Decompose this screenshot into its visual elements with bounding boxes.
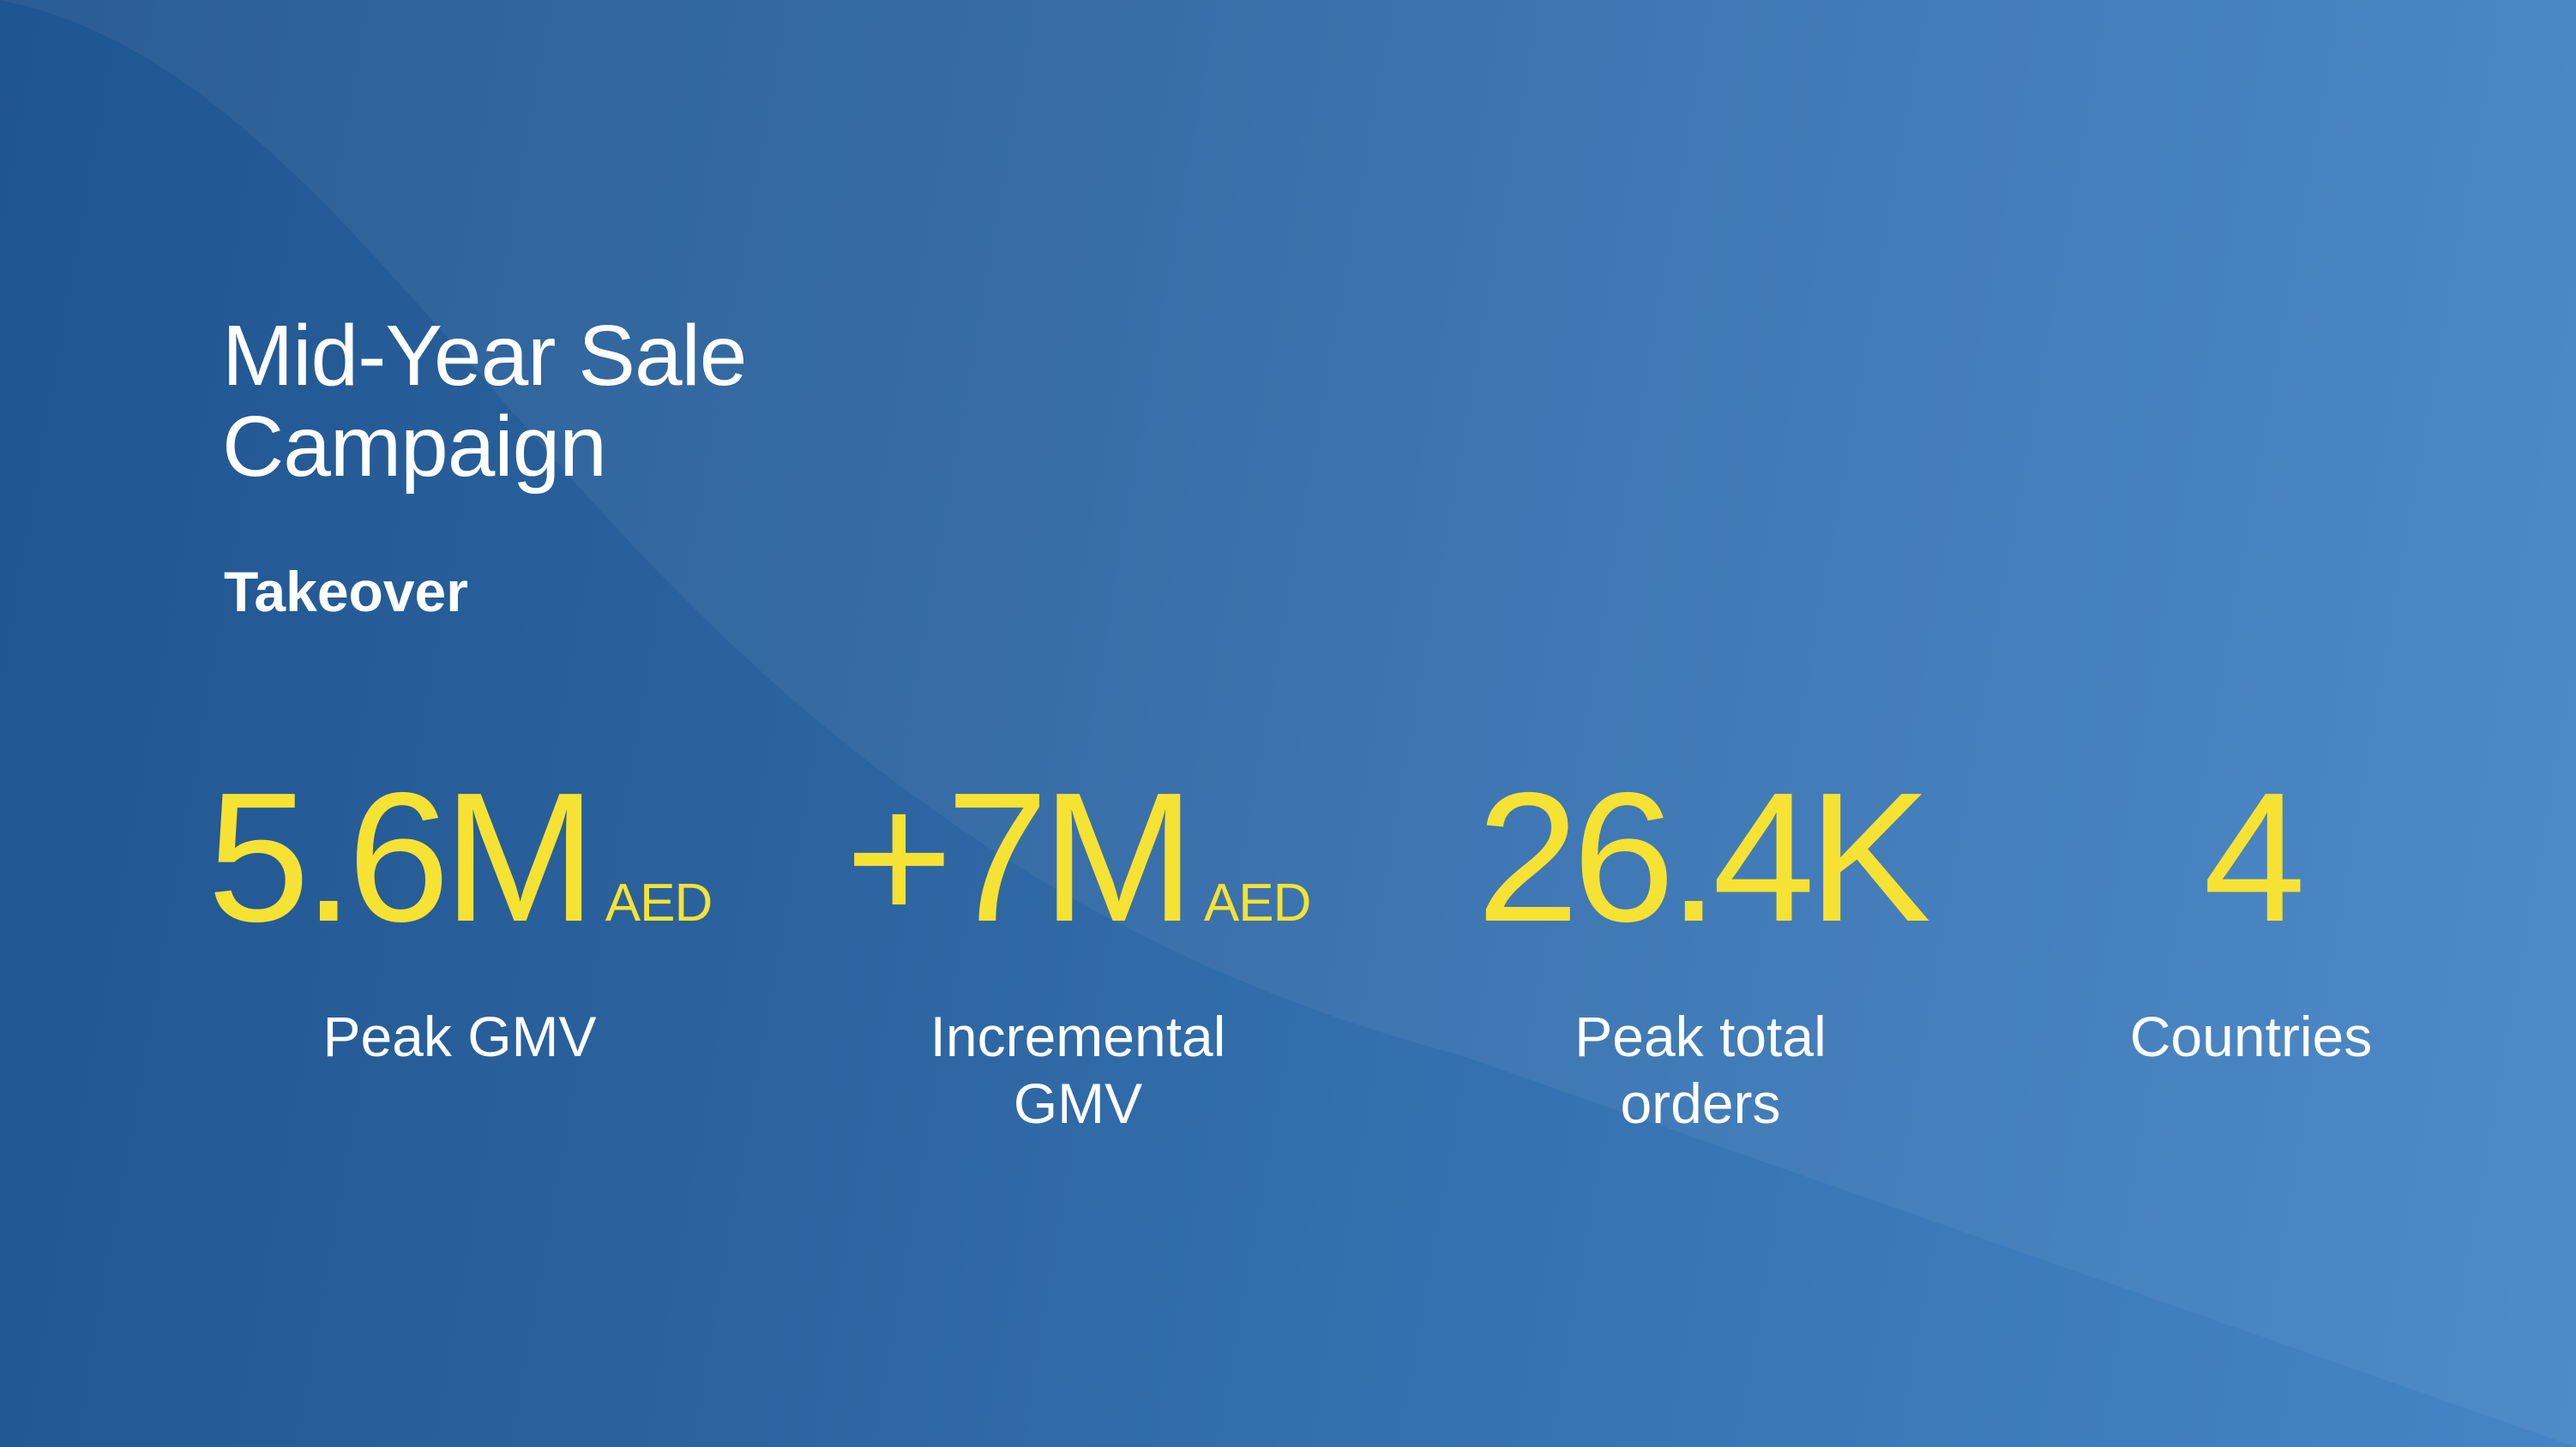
stat-label: Countries bbox=[2129, 1005, 2373, 1068]
subtitle: Takeover bbox=[224, 560, 468, 623]
stat-label: Peak total orders bbox=[1574, 1005, 1827, 1135]
stat-card: 26.4K Peak total orders bbox=[1375, 754, 2026, 1137]
stat-number: +7M AED bbox=[752, 754, 1404, 960]
stat-number: 26.4K bbox=[1375, 754, 2026, 960]
stat-number: 4 bbox=[1925, 754, 2576, 960]
title: Mid-Year Sale Campaign bbox=[222, 308, 747, 495]
stat-value: 5.6M bbox=[207, 754, 597, 960]
stat-value: 4 bbox=[2203, 754, 2306, 960]
stat-unit: AED bbox=[1203, 874, 1311, 933]
stat-label: Incremental GMV bbox=[930, 1005, 1226, 1135]
stat-card: 5.6M AED Peak GMV bbox=[134, 754, 785, 1070]
stat-number: 5.6M AED bbox=[134, 754, 785, 960]
stat-value: 26.4K bbox=[1477, 754, 1931, 960]
stat-card: 4 Countries bbox=[1925, 754, 2576, 1070]
stat-label: Peak GMV bbox=[322, 1005, 597, 1068]
stat-card: +7M AED Incremental GMV bbox=[752, 754, 1404, 1137]
stat-value: +7M bbox=[845, 754, 1195, 960]
stat-unit: AED bbox=[605, 874, 713, 933]
